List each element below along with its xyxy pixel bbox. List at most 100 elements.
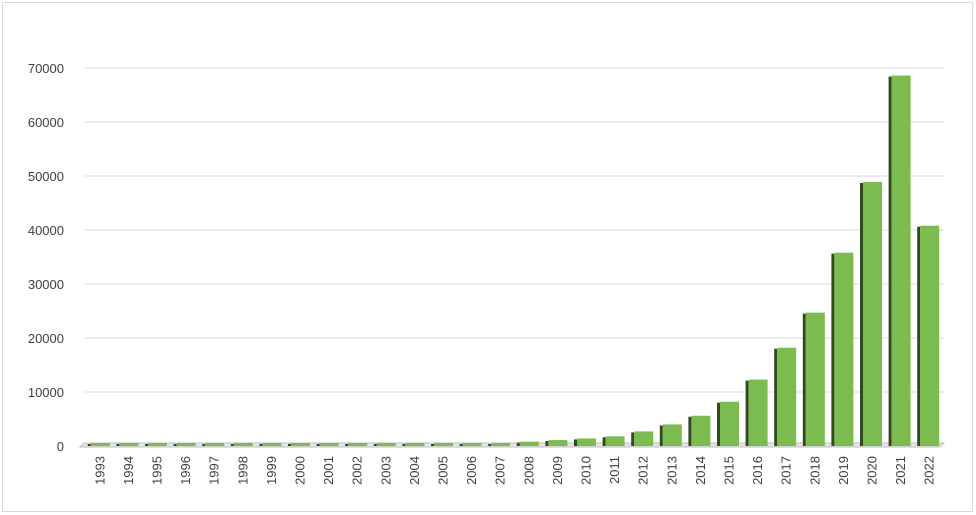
bar — [119, 443, 139, 446]
x-tick-label: 2021 — [893, 456, 908, 485]
bar-side — [802, 313, 806, 446]
x-tick-label: 1996 — [178, 456, 193, 485]
y-tick-label: 30000 — [28, 277, 64, 292]
bar-side — [717, 402, 720, 446]
x-tick-label: 2008 — [521, 456, 536, 485]
x-tick-label: 2007 — [493, 456, 508, 485]
y-tick-label: 60000 — [28, 115, 64, 130]
bar-side — [888, 76, 892, 446]
bar — [605, 436, 625, 446]
x-tick-label: 2001 — [321, 456, 336, 485]
x-tick-label: 2011 — [607, 456, 622, 484]
bar — [405, 443, 425, 446]
bar-side — [116, 444, 120, 446]
bar-side — [545, 441, 549, 446]
x-tick-label: 1997 — [207, 456, 222, 485]
bar — [863, 181, 882, 446]
bar-side — [345, 444, 349, 446]
bar — [262, 443, 282, 446]
x-tick-label: 2020 — [865, 456, 880, 485]
x-tick-label: 2015 — [722, 456, 737, 485]
y-tick-label: 0 — [57, 439, 64, 454]
bar-side — [745, 380, 749, 446]
bar-side — [659, 425, 663, 446]
bar-side — [774, 348, 778, 446]
bar-side — [316, 444, 320, 446]
bar — [834, 252, 854, 446]
x-tick-label: 2018 — [807, 456, 822, 485]
x-tick-label: 2004 — [407, 456, 422, 485]
x-tick-label: 2019 — [836, 456, 851, 485]
bar-side — [688, 416, 692, 446]
bar — [205, 443, 225, 446]
bar-side — [173, 444, 177, 446]
y-tick-label: 40000 — [28, 223, 64, 238]
bar-side — [202, 444, 206, 446]
bar-side — [631, 432, 635, 446]
bar-side — [488, 444, 492, 446]
bar — [920, 225, 940, 446]
bar-side — [145, 444, 148, 446]
x-tick-label: 2022 — [922, 456, 937, 485]
y-tick-label: 70000 — [28, 61, 64, 76]
bar — [291, 443, 310, 446]
bar-side — [230, 444, 234, 446]
bar — [462, 443, 482, 446]
y-tick-label: 50000 — [28, 169, 64, 184]
x-tick-label: 2017 — [779, 456, 794, 485]
bar — [176, 443, 196, 446]
x-tick-label: 2016 — [750, 456, 765, 485]
bar-side — [831, 253, 835, 446]
bar-side — [288, 444, 291, 446]
bar-side — [459, 444, 463, 446]
y-tick-label: 10000 — [28, 385, 64, 400]
bar — [805, 312, 825, 446]
bar — [434, 443, 453, 446]
bar — [720, 401, 739, 446]
bars — [87, 75, 940, 446]
bar — [519, 441, 539, 446]
bar-side — [516, 442, 520, 446]
bar — [319, 443, 339, 446]
x-tick-label: 1999 — [264, 456, 279, 485]
bar — [348, 443, 368, 446]
x-tick-label: 2009 — [550, 456, 565, 485]
x-tick-label: 2006 — [464, 456, 479, 485]
x-tick-label: 1995 — [150, 456, 165, 485]
bar — [148, 443, 167, 446]
bar — [577, 438, 596, 446]
bar-side — [917, 226, 921, 446]
x-tick-label: 2000 — [293, 456, 308, 485]
x-axis-ticks: 1993 1994 1995 1996 1997 1998 1999 2000 2001 2002… — [92, 456, 936, 485]
x-tick-label: 1993 — [92, 456, 107, 485]
x-tick-label: 2013 — [664, 456, 679, 485]
bar — [233, 443, 253, 446]
bar-side — [259, 444, 263, 446]
x-tick-label: 1998 — [235, 456, 250, 485]
gridlines — [84, 67, 944, 393]
bar-side — [87, 444, 91, 446]
bar — [376, 443, 396, 446]
x-tick-label: 2005 — [436, 456, 451, 485]
x-tick-label: 1994 — [121, 456, 136, 485]
bar-side — [602, 437, 606, 446]
x-tick-label: 2010 — [579, 456, 594, 485]
bar — [748, 379, 768, 446]
bar-side — [402, 444, 406, 446]
bar — [491, 443, 511, 446]
y-tick-label: 20000 — [28, 331, 64, 346]
bar — [548, 440, 568, 446]
bar-side — [860, 182, 863, 446]
bar — [90, 443, 110, 446]
bar-side — [431, 444, 434, 446]
x-tick-label: 2014 — [693, 456, 708, 485]
bar — [634, 431, 654, 446]
x-tick-label: 2003 — [378, 456, 393, 485]
bar-side — [574, 439, 577, 446]
bar — [691, 415, 711, 446]
bar — [777, 347, 797, 446]
bar — [891, 75, 911, 446]
bar — [662, 424, 682, 446]
x-tick-label: 2012 — [636, 456, 651, 485]
